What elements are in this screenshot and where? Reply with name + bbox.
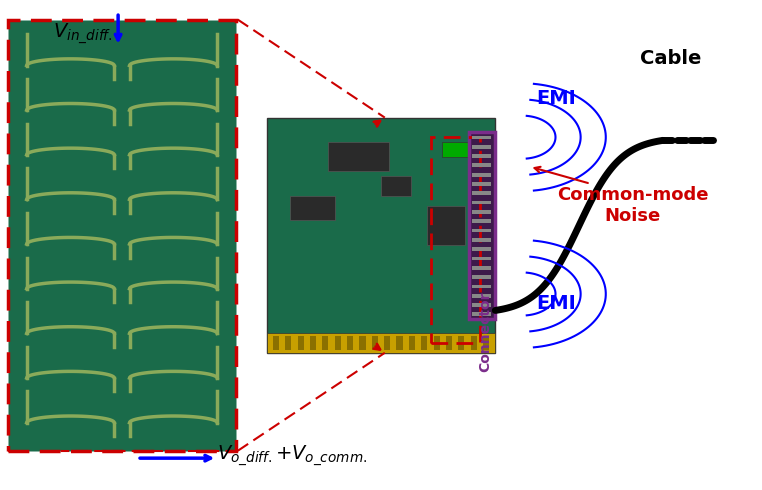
Bar	[285, 336, 291, 350]
Bar	[8, 20, 236, 451]
Bar	[483, 336, 489, 350]
Bar	[472, 192, 491, 195]
Bar	[472, 229, 491, 232]
Text: $V_{in\_diff.}$: $V_{in\_diff.}$	[53, 22, 113, 46]
Bar	[472, 136, 491, 139]
Bar	[472, 266, 491, 270]
Bar	[322, 336, 328, 350]
Bar	[472, 145, 491, 148]
Bar	[384, 336, 390, 350]
Text: Connector: Connector	[479, 292, 492, 372]
Bar	[458, 336, 464, 350]
Bar	[381, 176, 411, 196]
Text: Common-mode
Noise: Common-mode Noise	[557, 186, 708, 225]
Bar	[335, 336, 341, 350]
Bar	[472, 164, 491, 167]
Bar	[472, 210, 491, 214]
Bar	[298, 336, 304, 350]
Bar	[267, 118, 495, 353]
Bar	[472, 275, 491, 279]
Bar	[472, 173, 491, 176]
Text: Cable: Cable	[640, 49, 701, 68]
Bar	[472, 313, 491, 316]
Bar	[360, 336, 366, 350]
Text: $V_{o\_diff.}$$+V_{o\_comm.}$: $V_{o\_diff.}$$+V_{o\_comm.}$	[217, 444, 367, 468]
Bar	[310, 336, 316, 350]
Bar	[434, 336, 440, 350]
Bar	[472, 238, 491, 242]
Bar	[472, 285, 491, 288]
Bar	[472, 303, 491, 307]
Bar	[471, 336, 477, 350]
Bar	[427, 206, 465, 245]
Bar	[472, 247, 491, 251]
Bar	[472, 220, 491, 223]
Bar	[472, 182, 491, 186]
Bar	[408, 336, 415, 350]
Text: EMI: EMI	[536, 294, 576, 313]
Bar	[328, 142, 389, 172]
Bar	[273, 336, 279, 350]
Bar	[472, 154, 491, 158]
Bar	[396, 336, 402, 350]
Bar	[347, 336, 354, 350]
Bar	[421, 336, 427, 350]
Bar	[446, 336, 452, 350]
Bar	[267, 333, 495, 353]
Bar	[472, 294, 491, 297]
Bar	[472, 257, 491, 260]
Bar	[431, 137, 480, 343]
Text: EMI: EMI	[536, 89, 576, 107]
Bar	[472, 201, 491, 204]
Bar	[290, 196, 335, 220]
Bar	[442, 142, 472, 157]
Bar	[372, 336, 378, 350]
Bar	[469, 132, 495, 318]
